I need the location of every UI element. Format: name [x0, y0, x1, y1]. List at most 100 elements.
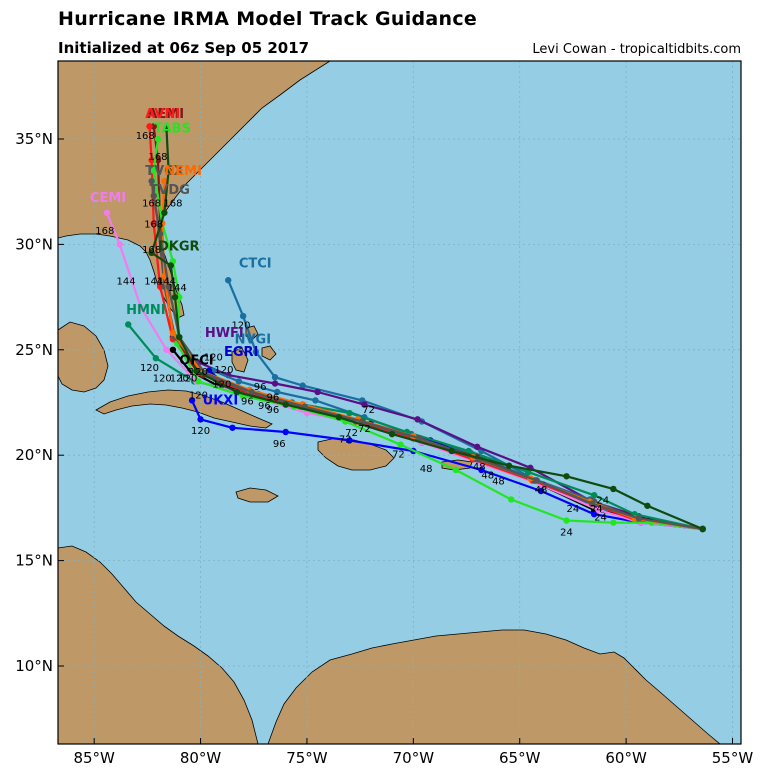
track-point [116, 241, 123, 248]
track-point [150, 192, 157, 200]
track-dkgr [148, 125, 706, 533]
track-point [229, 424, 236, 431]
forecast-hour: 72 [362, 405, 375, 416]
track-point [150, 167, 157, 174]
track-point [225, 277, 232, 284]
track-point [195, 378, 202, 385]
track-point [148, 177, 155, 185]
credit-label: Levi Cowan - tropicaltidbits.com [532, 42, 741, 57]
axis-ticks: 35°N 30°N 25°N 20°N 15°N 10°N 85°W 80°W 75°W 70°W… [15, 130, 753, 767]
track-point [588, 500, 596, 507]
forecast-hour: 96 [254, 382, 267, 393]
track-point [282, 428, 289, 436]
track-point [239, 312, 247, 320]
lat-tick-label: 30°N [15, 235, 53, 253]
track-point [448, 447, 455, 455]
forecast-hour: 120 [140, 363, 159, 374]
track-point [103, 209, 111, 216]
track-point [590, 492, 598, 499]
model-label-avni: AVNI [145, 107, 180, 122]
lat-tick-label: 35°N [15, 130, 53, 148]
track-point [397, 441, 404, 448]
forecast-hour: 24 [594, 513, 607, 524]
forecast-hour: 96 [267, 405, 280, 416]
forecast-hour: 120 [178, 373, 197, 384]
track-point [165, 283, 172, 290]
model-label-tvdg: TVDG [149, 183, 189, 198]
forecast-hour: 24 [560, 527, 573, 538]
track-point [299, 382, 306, 389]
forecast-hour: 96 [267, 392, 280, 403]
track-point [161, 177, 168, 185]
track-point [595, 506, 602, 514]
track-point [137, 304, 145, 311]
forecast-hour: 168 [163, 198, 182, 209]
track-point [176, 333, 183, 341]
land-cuba [95, 389, 273, 429]
track-point [271, 380, 279, 387]
model-label-nemi: NEMI [164, 164, 202, 179]
forecast-hour: 168 [142, 245, 161, 256]
track-point [610, 519, 617, 526]
model-label-tabs: TABS [154, 122, 191, 137]
track-point [414, 416, 421, 423]
track-line [127, 323, 703, 531]
lon-tick-label: 70°W [393, 749, 435, 767]
page-subtitle: Initialized at 06z Sep 05 2017 [58, 39, 310, 57]
model-label-dkgr: DKGR [158, 240, 200, 255]
track-line [152, 195, 703, 531]
track-point [312, 397, 319, 404]
forecast-hour: 120 [189, 367, 208, 378]
graticule [58, 61, 741, 744]
forecast-hour: 120 [189, 390, 208, 401]
lon-tick-label: 55°W [712, 749, 754, 767]
track-point [563, 473, 570, 480]
track-point [314, 388, 321, 396]
forecast-hour: 72 [345, 428, 358, 439]
model-label-ukxi: UKXI [203, 394, 239, 409]
land-jamaica [235, 487, 279, 503]
forecast-hour: 24 [590, 504, 603, 515]
track-point [193, 367, 200, 375]
track-point [346, 437, 353, 444]
track-point [125, 321, 132, 328]
track-point [252, 348, 260, 356]
track-line [150, 128, 704, 531]
forecast-hour: 120 [204, 352, 223, 363]
track-point [171, 293, 179, 301]
forecast-hour: 120 [231, 321, 250, 332]
page-title: Hurricane IRMA Model Track Guidance [58, 8, 478, 30]
track-point [478, 466, 485, 474]
forecast-hour: 48 [481, 470, 494, 481]
track-point [235, 378, 243, 385]
lon-tick-label: 60°W [605, 749, 647, 767]
lon-tick-label: 80°W [180, 749, 222, 767]
model-label-hwfi: HWFI [205, 326, 244, 341]
forecast-hour: 144 [157, 276, 176, 287]
forecast-hour: 144 [168, 283, 187, 294]
track-point [335, 414, 343, 421]
track-point [233, 388, 240, 396]
track-point [644, 502, 651, 509]
track-point [163, 346, 170, 353]
land-hispaniola [317, 437, 395, 471]
forecast-hour: 48 [492, 477, 505, 488]
forecast-hour: 168 [142, 198, 161, 209]
track-point [416, 435, 423, 442]
forecast-hour: 48 [535, 485, 548, 496]
forecast-hour: 144 [144, 276, 163, 287]
track-point [473, 443, 481, 450]
track-point [163, 125, 170, 132]
track-point [505, 462, 513, 469]
track-point [248, 388, 255, 396]
track-point [699, 525, 706, 533]
track-point [452, 466, 460, 474]
forecast-hour: 144 [117, 276, 136, 287]
track-point [388, 430, 396, 438]
forecast-hour: 96 [258, 401, 271, 412]
land-yucatan [58, 321, 109, 393]
track-point [563, 517, 570, 524]
forecast-hour: 48 [473, 462, 486, 473]
